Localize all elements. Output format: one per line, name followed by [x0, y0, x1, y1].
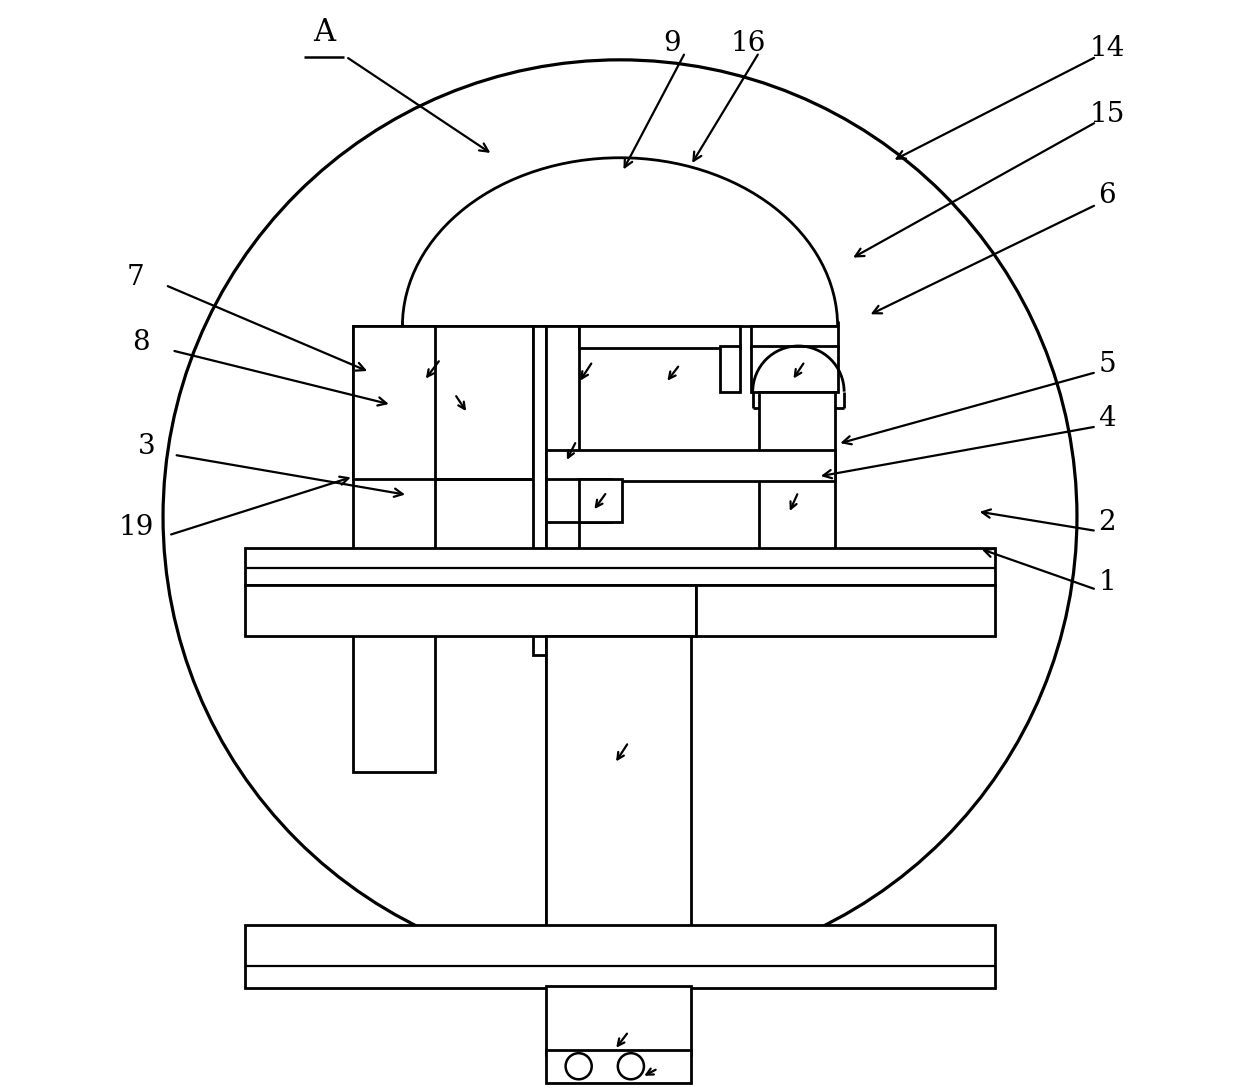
Bar [750, 326, 837, 348]
Bar [546, 1050, 691, 1083]
Bar [546, 479, 611, 522]
Text: 9: 9 [663, 30, 681, 57]
Bar [546, 636, 691, 927]
Bar [546, 326, 579, 927]
Text: 4: 4 [1099, 406, 1116, 432]
Bar [244, 585, 696, 636]
Bar [546, 986, 691, 1055]
Bar [579, 326, 740, 348]
Text: 7: 7 [126, 264, 145, 290]
Bar [533, 326, 546, 655]
Text: 8: 8 [133, 330, 150, 356]
Bar [579, 479, 622, 522]
Bar [546, 450, 836, 481]
Text: 19: 19 [118, 515, 154, 541]
Text: 6: 6 [1099, 183, 1116, 209]
Text: 14: 14 [1090, 36, 1125, 62]
Text: 2: 2 [1099, 509, 1116, 535]
Text: 5: 5 [1099, 351, 1116, 378]
Bar [750, 346, 837, 392]
Text: 16: 16 [730, 30, 766, 57]
Bar [244, 925, 996, 988]
Text: 15: 15 [1090, 101, 1125, 127]
Text: 3: 3 [138, 433, 155, 459]
Bar [244, 548, 996, 585]
Bar [696, 585, 996, 636]
Text: 1: 1 [1099, 569, 1116, 595]
Bar [759, 392, 836, 585]
Bar [353, 326, 435, 772]
Text: A: A [312, 17, 335, 48]
Bar [720, 346, 740, 392]
Bar [353, 326, 533, 479]
